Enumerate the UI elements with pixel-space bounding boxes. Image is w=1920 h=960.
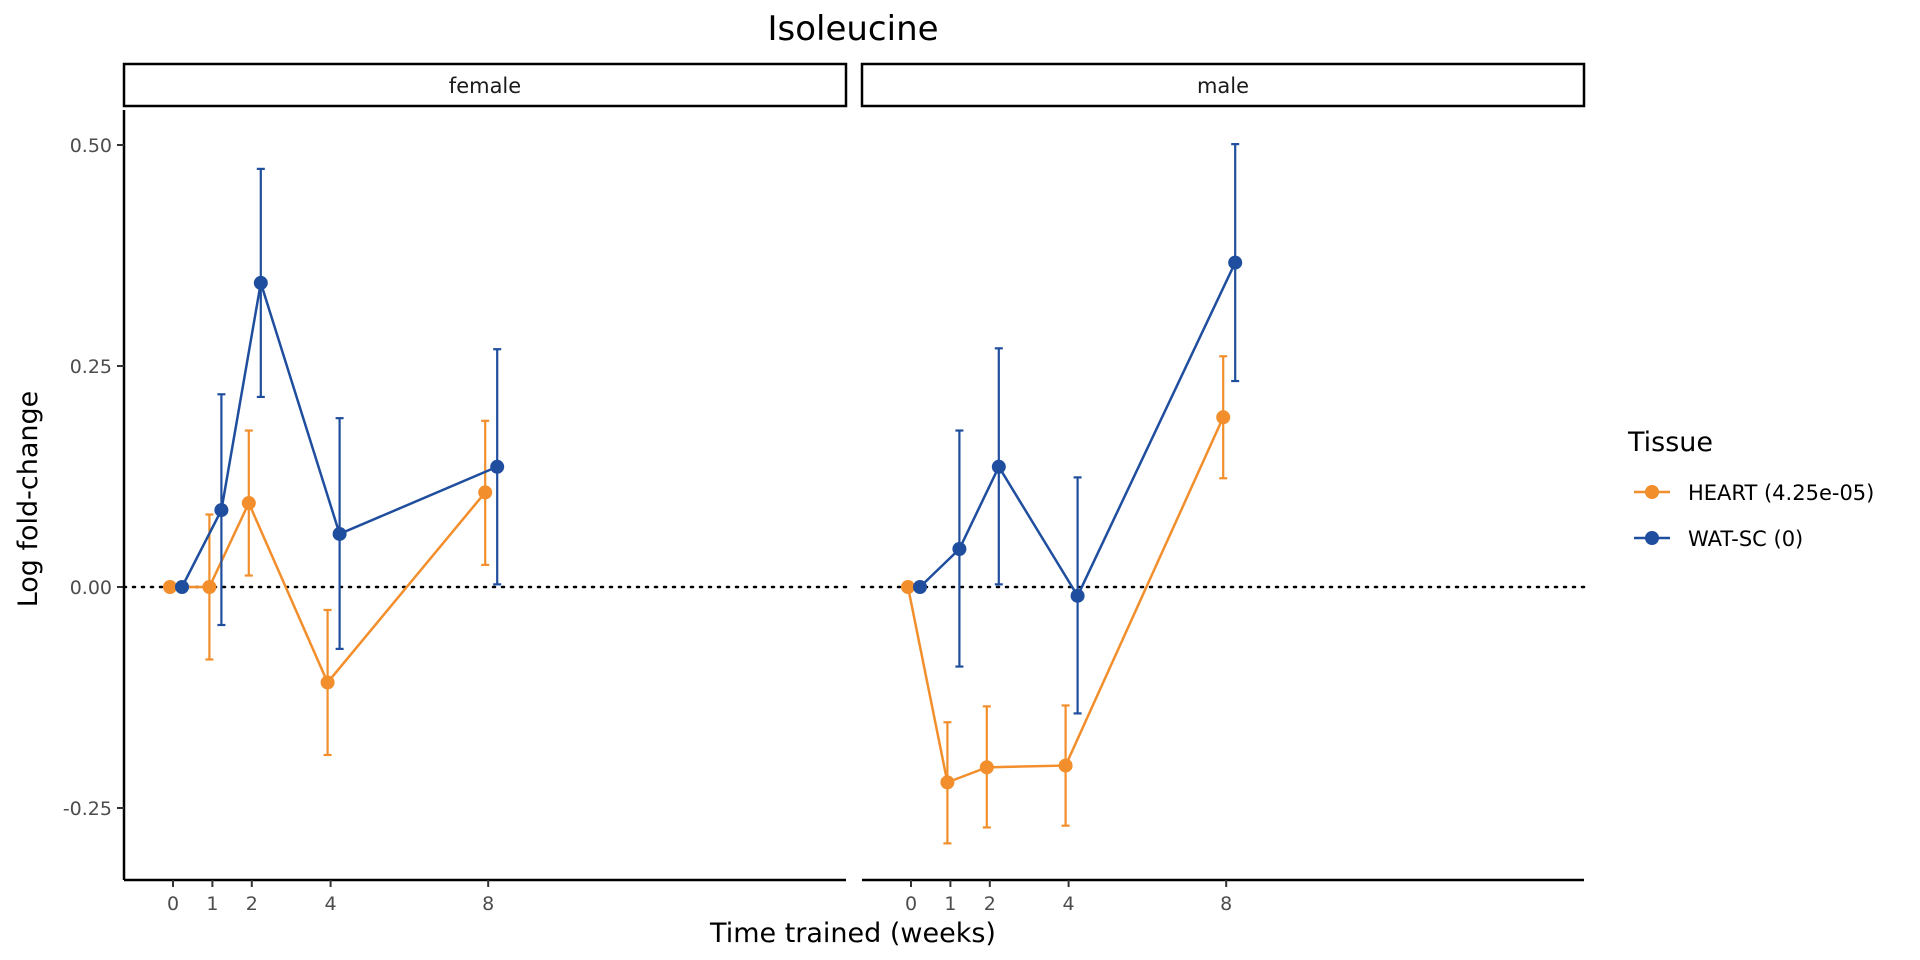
x-tick-label: 4: [1063, 893, 1075, 915]
x-tick-label: 8: [482, 893, 494, 915]
panel-female: female -0.25 0.00 0.25 0.50 0 1 2 4 8: [63, 62, 848, 915]
strip-label-female: female: [449, 74, 521, 98]
legend-key-point: [1645, 531, 1659, 545]
data-point: [1070, 588, 1085, 603]
data-point: [490, 459, 505, 474]
strip-male: [860, 62, 1586, 108]
x-tick-label: 1: [206, 893, 218, 915]
data-point: [175, 580, 189, 594]
series-wat-sc: [913, 143, 1243, 715]
chart-title: Isoleucine: [767, 9, 938, 49]
x-tick-label: 4: [325, 893, 337, 915]
x-tick-label: 8: [1220, 893, 1232, 915]
x-tick-label: 0: [905, 893, 917, 915]
strip-female: [122, 62, 848, 108]
y-tick-label: 0.00: [70, 577, 112, 599]
series-wat-sc: [175, 167, 505, 650]
legend-item-wat-sc: WAT-SC (0): [1634, 527, 1803, 551]
data-point: [952, 541, 967, 556]
x-tick-label: 0: [167, 893, 179, 915]
y-axis-title: Log fold-change: [13, 391, 44, 608]
y-tick-label: 0.25: [70, 356, 112, 378]
x-tick-label: 1: [944, 893, 956, 915]
x-tick-label: 2: [984, 893, 996, 915]
data-point: [913, 580, 927, 594]
legend-key-point: [1645, 485, 1659, 499]
x-tick-label: 2: [246, 893, 258, 915]
legend-label: HEART (4.25e-05): [1688, 481, 1874, 505]
legend-item-heart: HEART (4.25e-05): [1634, 481, 1874, 505]
data-point: [1216, 410, 1231, 425]
data-point: [1228, 255, 1243, 270]
facet-panels: female -0.25 0.00 0.25 0.50 0 1 2 4 8 male 0 1 2 4 8: [63, 62, 1586, 915]
legend-label: WAT-SC (0): [1688, 527, 1803, 551]
data-point: [163, 580, 177, 594]
series-heart: [901, 355, 1231, 845]
y-tick-label: 0.50: [70, 135, 112, 157]
data-point: [332, 526, 347, 541]
series-heart: [163, 419, 493, 757]
data-point: [253, 275, 268, 290]
y-tick-label: -0.25: [63, 798, 112, 820]
data-point: [202, 580, 217, 594]
data-point: [320, 675, 335, 690]
panel-male: male 0 1 2 4 8: [860, 62, 1586, 915]
data-point: [1058, 758, 1073, 773]
legend-title: Tissue: [1627, 427, 1713, 458]
data-point: [478, 485, 493, 500]
legend: Tissue HEART (4.25e-05) WAT-SC (0): [1627, 427, 1874, 551]
data-point: [991, 459, 1006, 474]
strip-label-male: male: [1197, 74, 1249, 98]
data-point: [901, 580, 915, 594]
data-point: [979, 760, 994, 775]
data-point: [214, 503, 229, 518]
data-point: [241, 496, 256, 511]
x-axis-title: Time trained (weeks): [709, 918, 996, 949]
data-point: [940, 775, 955, 790]
